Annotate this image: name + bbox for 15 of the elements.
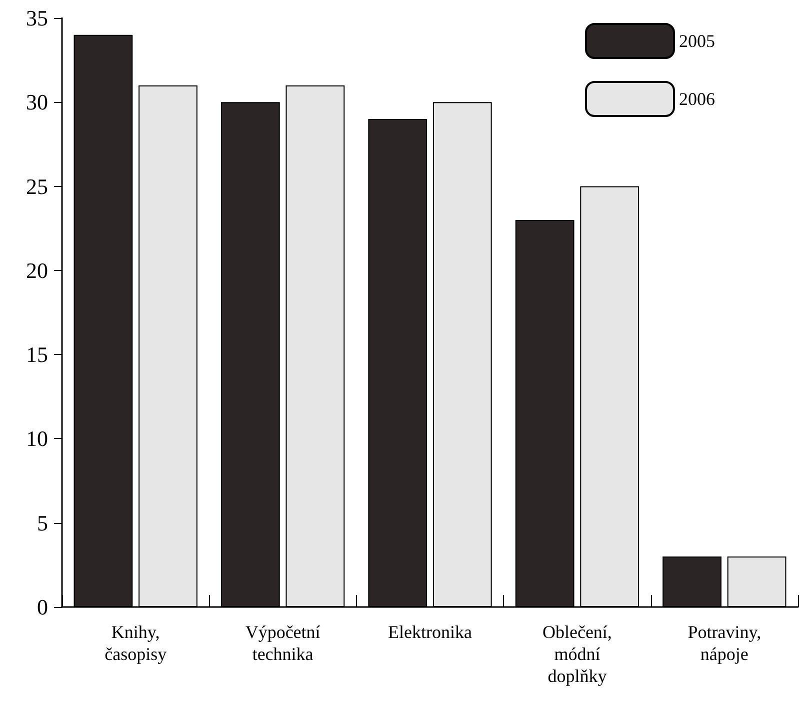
x-tick-label: Knihy, časopisy [104, 622, 167, 664]
x-tick-label: Oblečení, módní doplňky [542, 622, 612, 686]
y-tick-label: 15 [26, 342, 48, 368]
legend-label: 2005 [679, 31, 715, 51]
x-tick-label: Elektronika [388, 622, 472, 642]
y-tick-label: 35 [26, 6, 48, 30]
y-tick-label: 25 [26, 174, 48, 199]
y-tick-label: 0 [37, 594, 48, 620]
x-tick-label: Potraviny, nápoje [688, 622, 762, 664]
x-tick-label: Výpočetní technika [245, 622, 320, 664]
legend-label: 2006 [679, 89, 715, 109]
y-tick-label: 30 [26, 90, 48, 115]
y-tick-label: 10 [26, 426, 48, 452]
y-tick-label: 20 [26, 258, 48, 283]
y-tick-label: 5 [37, 510, 48, 536]
